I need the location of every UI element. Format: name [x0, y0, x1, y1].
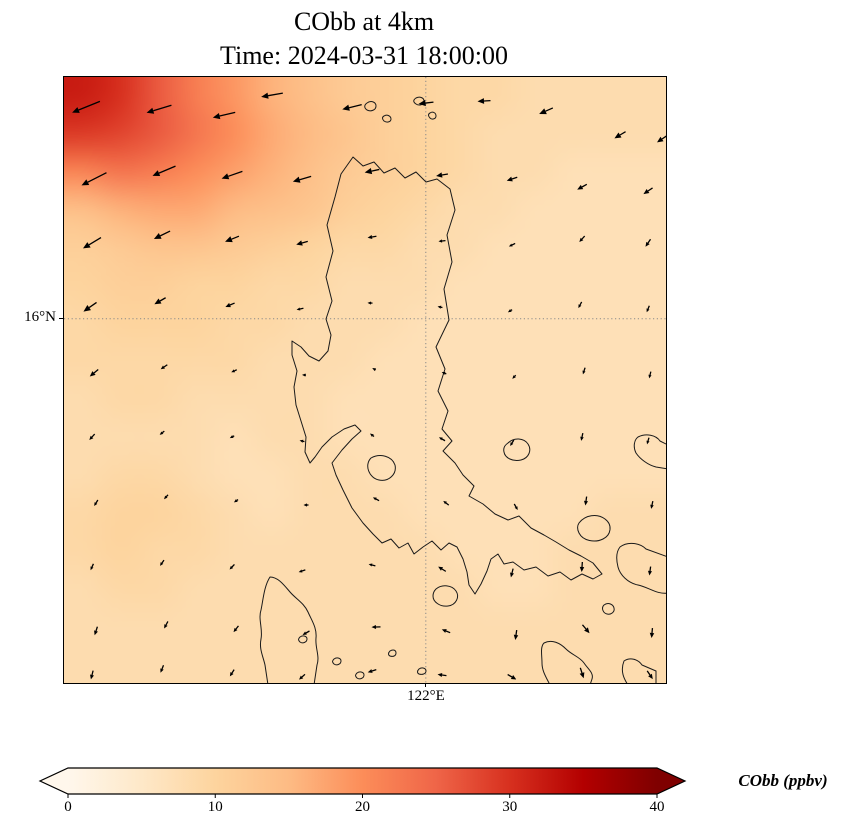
chart-title-line1: CObb at 4km: [293, 7, 435, 36]
chart-title-line2: Time: 2024-03-31 18:00:00: [220, 41, 508, 70]
y-axis-tick-label: 16°N: [24, 309, 56, 325]
colorbar-label: CObb (ppbv): [738, 771, 828, 790]
quiver-layer: [72, 92, 666, 680]
y-axis-tick: [59, 318, 63, 319]
colorbar: [38, 767, 687, 800]
gridline-layer: [64, 77, 666, 683]
colorbar-svg: [38, 767, 687, 798]
map-overlay: [64, 77, 666, 683]
plot-area: [63, 76, 667, 684]
coastline-layer: [259, 96, 666, 683]
x-axis-tick-label: 122°E: [407, 688, 445, 704]
colorbar-tick-label: 30: [502, 799, 518, 815]
chart-title: CObb at 4km Time: 2024-03-31 18:00:00: [63, 5, 665, 73]
colorbar-tick-label: 20: [355, 799, 370, 815]
colorbar-tick-label: 10: [207, 799, 223, 815]
heatmap-canvas: [64, 77, 666, 683]
x-axis-tick: [425, 683, 426, 687]
colorbar-tick-label: 40: [649, 799, 665, 815]
colorbar-tick-label: 0: [64, 799, 72, 815]
